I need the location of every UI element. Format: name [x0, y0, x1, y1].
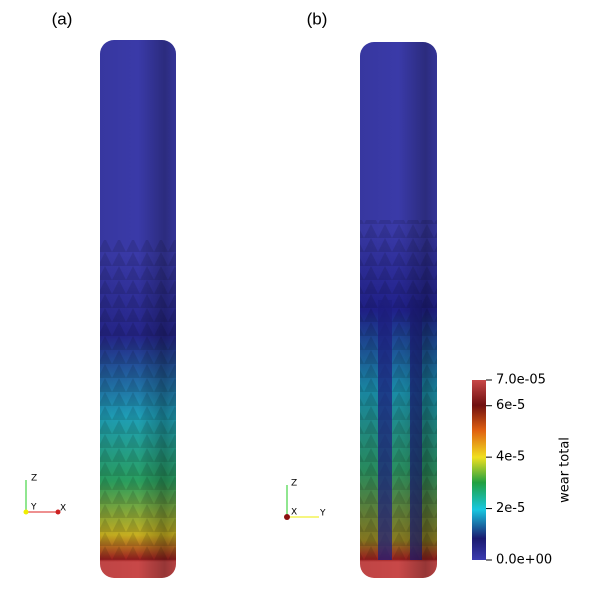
colorbar: wear total 0.0e+00 2e-5 4e-5 6e-5 7.0e-05	[472, 373, 573, 568]
tick-label: 7.0e-05	[496, 373, 546, 388]
axes-triad-a: Z Y X	[23, 474, 66, 515]
axis-label: X	[291, 508, 297, 518]
axis-label: Y	[30, 503, 37, 513]
cylinder-b	[360, 42, 437, 578]
tick-label: 4e-5	[496, 450, 525, 465]
colorbar-ramp	[472, 380, 486, 560]
axes-triad-b: Z X Y	[284, 479, 326, 520]
tick-label: 2e-5	[496, 501, 525, 516]
panel-label: (b)	[307, 9, 328, 28]
tick-label: 0.0e+00	[496, 553, 552, 568]
axis-label: Z	[291, 479, 297, 489]
panel-label: (a)	[52, 9, 73, 28]
tick-label: 6e-5	[496, 398, 525, 413]
cylinder-a	[100, 40, 176, 578]
axis-label: X	[60, 504, 66, 514]
colorbar-title: wear total	[558, 437, 573, 503]
axis-label: Z	[31, 474, 37, 484]
axis-label: Y	[319, 509, 326, 519]
